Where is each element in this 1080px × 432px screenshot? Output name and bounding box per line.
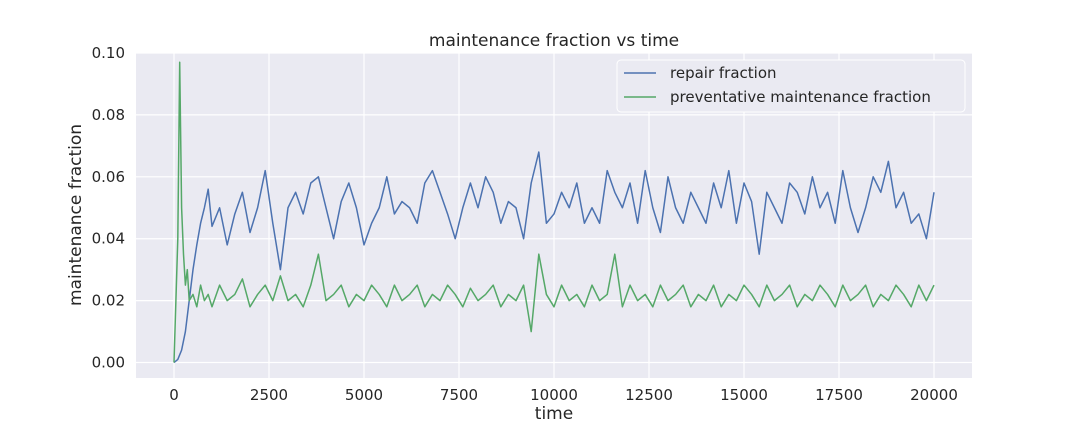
x-tick-label: 0 [169, 386, 179, 404]
x-tick-label: 15000 [720, 386, 768, 404]
y-tick-label: 0.10 [92, 44, 125, 62]
y-tick-label: 0.04 [92, 230, 125, 248]
y-tick-label: 0.00 [92, 354, 125, 372]
x-tick-label: 7500 [440, 386, 478, 404]
y-tick-labels: 0.00 0.02 0.04 0.06 0.08 0.10 [92, 44, 125, 372]
x-tick-label: 20000 [910, 386, 958, 404]
x-axis-title: time [535, 404, 573, 424]
x-tick-label: 2500 [250, 386, 288, 404]
series-layer [173, 61, 935, 364]
x-tick-label: 10000 [530, 386, 578, 404]
legend-label-repair: repair fraction [670, 64, 777, 82]
y-grid [136, 52, 972, 364]
y-tick-label: 0.08 [92, 106, 125, 124]
preventative-maintenance-fraction-line [173, 61, 935, 363]
y-tick-label: 0.02 [92, 292, 125, 310]
x-tick-label: 17500 [815, 386, 863, 404]
x-tick-labels: 0 2500 5000 7500 10000 12500 15000 17500 20000 [169, 386, 958, 404]
x-tick-label: 5000 [345, 386, 383, 404]
legend: repair fraction preventative maintenance… [616, 59, 966, 113]
y-axis-title: maintenance fraction [66, 124, 86, 306]
chart-title: maintenance fraction vs time [429, 31, 679, 51]
x-tick-label: 12500 [625, 386, 673, 404]
y-tick-label: 0.06 [92, 168, 125, 186]
legend-box [616, 59, 966, 113]
repair-fraction-line [173, 151, 935, 364]
legend-label-preventative: preventative maintenance fraction [670, 88, 931, 106]
